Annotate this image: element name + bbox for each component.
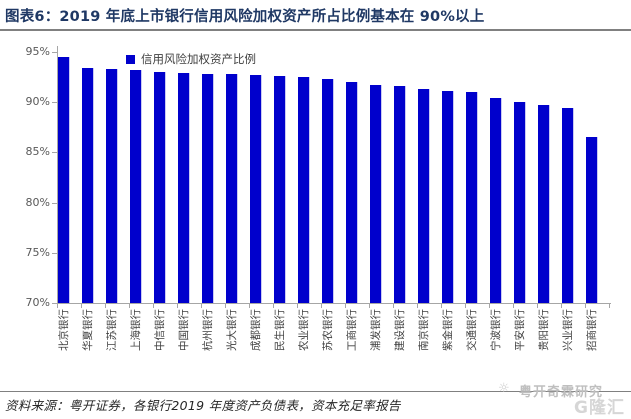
x-axis-tick [561, 304, 562, 308]
x-category-label: 苏农银行 [321, 309, 334, 351]
x-axis-tick [225, 304, 226, 308]
x-category-label: 上海银行 [129, 309, 142, 351]
bar [226, 74, 238, 303]
x-category-label: 交通银行 [465, 309, 478, 351]
x-category-label: 浦发银行 [369, 309, 382, 351]
bar [394, 86, 406, 303]
x-category-label: 杭州银行 [201, 309, 214, 351]
bar [562, 108, 574, 303]
y-tick-label: 95% [25, 45, 50, 58]
x-category-label: 工商银行 [345, 309, 358, 351]
x-axis-tick [129, 304, 130, 308]
x-axis-tick [489, 304, 490, 308]
legend-label: 信用风险加权资产比例 [141, 52, 256, 66]
x-axis-tick [537, 304, 538, 308]
x-axis-tick [513, 304, 514, 308]
x-category-label: 中信银行 [153, 309, 166, 351]
x-category-label: 招商银行 [585, 309, 598, 351]
research-brand-watermark: 粤开奇霖研究 [519, 385, 604, 400]
bar [538, 105, 550, 303]
bar [274, 76, 286, 303]
x-category-label: 成都银行 [249, 309, 262, 351]
x-category-label: 华夏银行 [81, 309, 94, 351]
y-tick-label: 85% [25, 145, 50, 159]
y-axis-tick [52, 303, 57, 304]
page-title: 图表6：2019 年底上市银行信用风险加权资产所占比例基本在 90%以上 [5, 9, 485, 25]
x-axis-tick [465, 304, 466, 308]
bar [346, 82, 358, 303]
x-category-label: 民生银行 [273, 309, 286, 351]
y-axis-tick [52, 102, 57, 104]
source-note: 资料来源：粤开证券，各银行2019 年度资产负债表，资本充足率报告 [5, 398, 401, 413]
footer-divider [0, 391, 631, 392]
x-category-label: 建设银行 [393, 309, 406, 351]
x-category-label: 宁波银行 [489, 309, 502, 351]
y-axis-tick [52, 52, 57, 53]
sun-icon: ☼ [498, 381, 510, 396]
bar [106, 69, 118, 303]
x-axis-line [57, 303, 611, 304]
bar [490, 98, 502, 303]
bar [322, 79, 334, 303]
legend-swatch-icon [126, 54, 135, 64]
bar [514, 102, 526, 303]
x-axis-tick [417, 304, 418, 308]
bar [442, 91, 454, 303]
y-tick-label: 90% [25, 95, 50, 109]
y-axis-tick [52, 202, 57, 204]
y-axis-tick [52, 252, 57, 254]
y-tick-label: 75% [25, 245, 50, 259]
bar [202, 74, 214, 303]
y-tick-label: 70% [25, 296, 50, 309]
bar [178, 73, 190, 303]
y-axis-tick [52, 152, 57, 154]
y-axis-line [57, 46, 58, 304]
y-tick-label: 80% [25, 195, 50, 209]
x-axis-tick [249, 304, 250, 308]
bar [418, 89, 430, 303]
x-axis-tick [441, 304, 442, 308]
x-axis-tick [153, 304, 154, 308]
bar [370, 85, 382, 303]
x-category-label: 中国银行 [177, 309, 190, 351]
x-axis-tick [177, 304, 178, 308]
x-category-label: 兴业银行 [561, 309, 574, 351]
x-axis-tick [585, 304, 586, 308]
x-axis-tick [369, 304, 370, 308]
x-category-label: 紫金银行 [441, 309, 454, 351]
gelonghui-logo-watermark: G隆汇 [574, 398, 625, 418]
x-axis-tick [297, 304, 298, 308]
bar [130, 70, 142, 303]
bar [466, 92, 478, 303]
bar [298, 77, 310, 303]
title-divider [0, 29, 631, 31]
x-axis-tick [273, 304, 274, 308]
bar [82, 68, 94, 303]
x-category-label: 南京银行 [417, 309, 430, 351]
bar [586, 137, 598, 303]
x-axis-tick [105, 304, 106, 308]
bar [250, 75, 262, 303]
x-category-label: 江苏银行 [105, 309, 118, 351]
x-axis-tick [81, 304, 82, 308]
bar [58, 57, 70, 303]
x-category-label: 光大银行 [225, 309, 238, 351]
x-category-label: 北京银行 [57, 309, 70, 351]
x-axis-tick [393, 304, 394, 308]
x-category-label: 贵阳银行 [537, 309, 550, 351]
chart-legend: 信用风险加权资产比例 [126, 51, 256, 67]
x-category-label: 平安银行 [513, 309, 526, 351]
x-axis-tick [609, 304, 610, 308]
x-axis-tick [345, 304, 346, 308]
bar [154, 72, 166, 303]
x-axis-tick [201, 304, 202, 308]
x-category-label: 农业银行 [297, 309, 310, 351]
x-axis-tick [321, 304, 322, 308]
x-axis-tick [57, 304, 58, 308]
